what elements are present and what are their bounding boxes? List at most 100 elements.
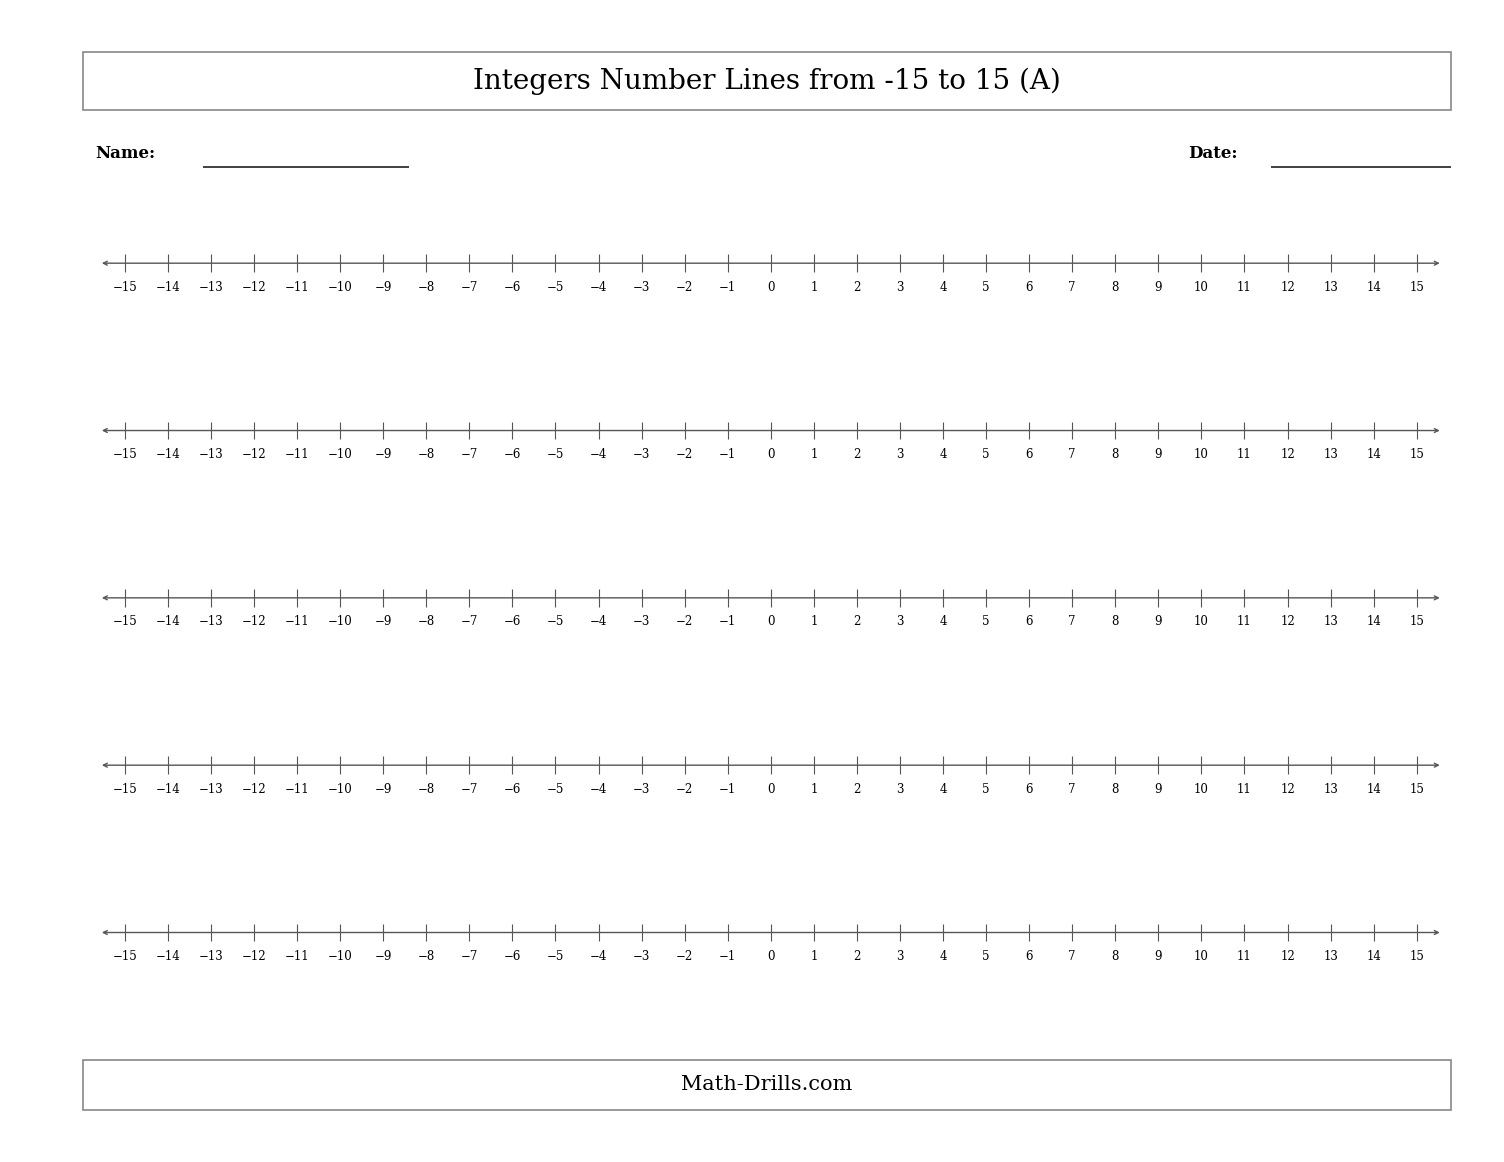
Text: −14: −14 <box>155 951 180 963</box>
Text: 10: 10 <box>1194 783 1209 796</box>
Bar <box>83 52 1451 110</box>
Text: 11: 11 <box>1238 783 1251 796</box>
Text: 0: 0 <box>767 616 775 629</box>
Text: 13: 13 <box>1324 281 1339 294</box>
Text: −10: −10 <box>328 783 352 796</box>
Text: 7: 7 <box>1068 449 1075 461</box>
Text: −7: −7 <box>460 616 478 629</box>
Text: −2: −2 <box>677 951 693 963</box>
Text: −9: −9 <box>374 951 393 963</box>
Text: −11: −11 <box>284 951 310 963</box>
Text: −9: −9 <box>374 616 393 629</box>
Text: 11: 11 <box>1238 281 1251 294</box>
Text: 12: 12 <box>1280 449 1295 461</box>
Text: 1: 1 <box>811 783 818 796</box>
Text: −11: −11 <box>284 449 310 461</box>
Text: 2: 2 <box>853 951 860 963</box>
Text: 14: 14 <box>1366 783 1381 796</box>
Text: 1: 1 <box>811 616 818 629</box>
Text: −7: −7 <box>460 951 478 963</box>
Text: 5: 5 <box>982 951 990 963</box>
Text: −15: −15 <box>113 616 137 629</box>
Text: 12: 12 <box>1280 783 1295 796</box>
Text: 0: 0 <box>767 449 775 461</box>
Text: −9: −9 <box>374 449 393 461</box>
Text: −4: −4 <box>590 616 608 629</box>
Text: 4: 4 <box>940 281 948 294</box>
Text: 6: 6 <box>1026 783 1033 796</box>
Text: 5: 5 <box>982 449 990 461</box>
Text: 9: 9 <box>1155 449 1163 461</box>
Text: −9: −9 <box>374 281 393 294</box>
Text: 3: 3 <box>896 783 904 796</box>
Text: −11: −11 <box>284 616 310 629</box>
Text: 15: 15 <box>1409 281 1424 294</box>
Text: 6: 6 <box>1026 951 1033 963</box>
Text: −2: −2 <box>677 449 693 461</box>
Text: 3: 3 <box>896 449 904 461</box>
Text: 14: 14 <box>1366 449 1381 461</box>
Text: −13: −13 <box>199 449 224 461</box>
Text: 9: 9 <box>1155 951 1163 963</box>
Text: 0: 0 <box>767 783 775 796</box>
Text: −3: −3 <box>633 449 650 461</box>
Text: 6: 6 <box>1026 449 1033 461</box>
Text: 5: 5 <box>982 281 990 294</box>
Text: 14: 14 <box>1366 951 1381 963</box>
Text: −5: −5 <box>547 449 564 461</box>
Text: 8: 8 <box>1111 783 1119 796</box>
Text: 3: 3 <box>896 951 904 963</box>
Text: −3: −3 <box>633 951 650 963</box>
Text: −12: −12 <box>242 616 266 629</box>
Text: 15: 15 <box>1409 449 1424 461</box>
Text: −3: −3 <box>633 783 650 796</box>
Text: 9: 9 <box>1155 783 1163 796</box>
Text: 10: 10 <box>1194 449 1209 461</box>
Text: 15: 15 <box>1409 616 1424 629</box>
Text: −6: −6 <box>504 951 520 963</box>
Text: 0: 0 <box>767 281 775 294</box>
Text: −14: −14 <box>155 616 180 629</box>
Text: 13: 13 <box>1324 951 1339 963</box>
Text: −6: −6 <box>504 783 520 796</box>
Text: −8: −8 <box>418 449 435 461</box>
Text: −3: −3 <box>633 616 650 629</box>
Text: 1: 1 <box>811 281 818 294</box>
Text: −5: −5 <box>547 951 564 963</box>
Text: −1: −1 <box>719 616 737 629</box>
Text: −1: −1 <box>719 449 737 461</box>
Text: −14: −14 <box>155 449 180 461</box>
Text: 8: 8 <box>1111 616 1119 629</box>
Text: 15: 15 <box>1409 783 1424 796</box>
Text: 7: 7 <box>1068 616 1075 629</box>
Text: −5: −5 <box>547 281 564 294</box>
Bar <box>83 1060 1451 1110</box>
Text: 11: 11 <box>1238 616 1251 629</box>
Text: 3: 3 <box>896 281 904 294</box>
Text: 10: 10 <box>1194 951 1209 963</box>
Text: 13: 13 <box>1324 783 1339 796</box>
Text: 1: 1 <box>811 951 818 963</box>
Text: 2: 2 <box>853 783 860 796</box>
Text: 8: 8 <box>1111 449 1119 461</box>
Text: 7: 7 <box>1068 783 1075 796</box>
Text: 5: 5 <box>982 783 990 796</box>
Text: 2: 2 <box>853 616 860 629</box>
Text: 4: 4 <box>940 783 948 796</box>
Text: −6: −6 <box>504 449 520 461</box>
Text: −8: −8 <box>418 616 435 629</box>
Text: −7: −7 <box>460 281 478 294</box>
Text: −8: −8 <box>418 783 435 796</box>
Text: −1: −1 <box>719 281 737 294</box>
Text: 2: 2 <box>853 281 860 294</box>
Text: 7: 7 <box>1068 951 1075 963</box>
Text: 4: 4 <box>940 616 948 629</box>
Text: 13: 13 <box>1324 449 1339 461</box>
Text: 0: 0 <box>767 951 775 963</box>
Text: −12: −12 <box>242 783 266 796</box>
Text: −6: −6 <box>504 281 520 294</box>
Text: −8: −8 <box>418 281 435 294</box>
Text: −4: −4 <box>590 449 608 461</box>
Text: −12: −12 <box>242 281 266 294</box>
Text: −10: −10 <box>328 616 352 629</box>
